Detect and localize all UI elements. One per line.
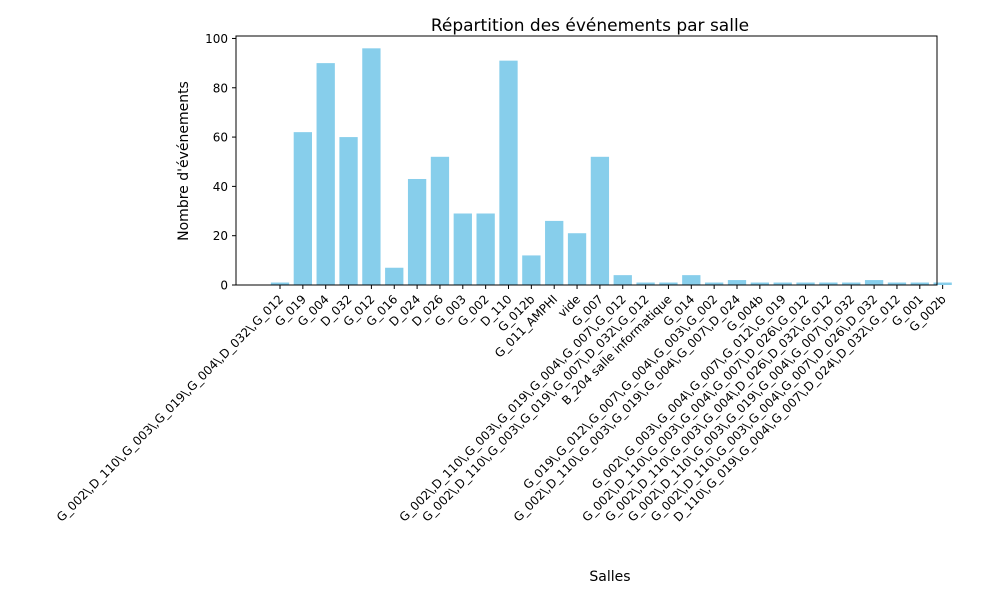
bar <box>705 282 724 285</box>
bars-group <box>270 48 952 286</box>
y-axis-label: Nombre d'événements <box>176 81 192 241</box>
bar <box>842 282 861 285</box>
bar <box>796 282 815 285</box>
bar <box>727 280 747 285</box>
y-tick-label: 0 <box>220 279 228 293</box>
bar <box>659 282 678 285</box>
y-tick-label: 80 <box>213 81 228 95</box>
y-axis: 0 20 40 60 80 100 <box>205 32 236 293</box>
y-tick-label: 60 <box>213 131 228 145</box>
bar <box>590 156 610 285</box>
x-axis: G_002\,D_110\,G_003\,G_019\,G_004\,D_032… <box>54 285 949 525</box>
y-tick-label: 40 <box>213 180 228 194</box>
bar <box>773 282 792 285</box>
bar <box>270 282 290 285</box>
bar <box>339 137 358 285</box>
bar <box>316 63 335 286</box>
x-axis-label: Salles <box>589 569 630 585</box>
x-tick-label: G_002\,D_110\,G_003\,G_019\,G_004\,G_007… <box>625 292 857 524</box>
bar <box>407 178 427 285</box>
bar <box>910 282 929 285</box>
bar <box>522 255 541 285</box>
x-tick-label: G_002\,D_110\,G_003\,G_019\,G_004\,D_032… <box>54 292 286 524</box>
bar <box>499 60 518 286</box>
y-tick-label: 100 <box>205 32 228 46</box>
y-tick-label: 20 <box>213 229 228 243</box>
bar <box>453 213 472 285</box>
bar <box>636 282 655 285</box>
plot-frame <box>235 35 938 286</box>
bar <box>864 280 884 285</box>
bar <box>567 233 587 285</box>
bar <box>613 275 632 285</box>
bar <box>476 213 495 285</box>
bar <box>430 156 450 285</box>
bar <box>682 275 701 285</box>
bar <box>887 282 907 285</box>
chart-title: Répartition des événements par salle <box>431 16 749 36</box>
bar <box>819 282 838 285</box>
bar <box>293 132 312 285</box>
bar <box>545 220 564 285</box>
bar <box>750 282 769 285</box>
bar <box>385 267 404 285</box>
bar <box>933 282 952 285</box>
bar <box>362 48 381 285</box>
